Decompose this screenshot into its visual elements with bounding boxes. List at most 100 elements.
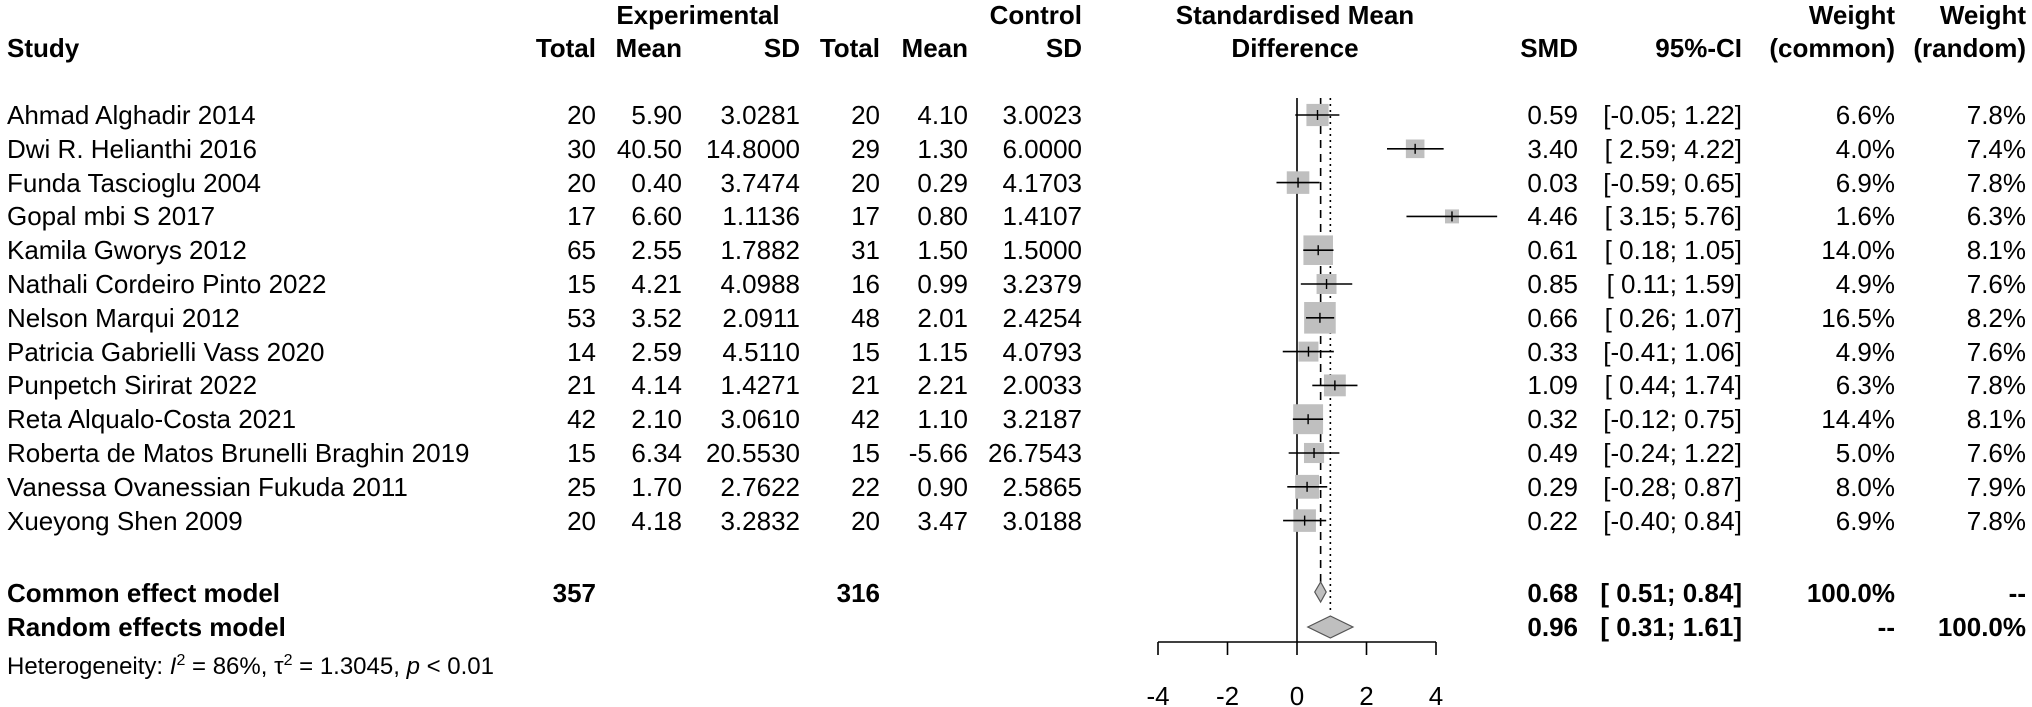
study-10-c-mean: -5.66 <box>908 438 968 468</box>
study-8-ci-text: [ 0.44; 1.74] <box>1604 370 1742 401</box>
study-6-c-sd: 2.4254 <box>1002 302 1082 333</box>
study-4-e-total: 65 <box>567 235 596 266</box>
study-0-c-mean: 4.10 <box>917 100 968 130</box>
x-axis-tick-label-0: -4 <box>1146 681 1169 707</box>
study-12-w-random: 7.8% <box>1966 505 2026 536</box>
study-8-e-total: 21 <box>567 370 596 401</box>
header-weight-common: (common) <box>1769 33 1895 63</box>
study-12-smd-text: 0.22 <box>1527 505 1578 536</box>
study-12-study: Xueyong Shen 2009 <box>7 505 243 536</box>
i2-symbol: I <box>169 653 177 680</box>
study-11-e-sd: 2.7622 <box>720 471 800 502</box>
study-7-c-sd: 4.0793 <box>1002 336 1082 367</box>
pooled-1-w-common: -- <box>1877 612 1895 642</box>
header-effect-line2: Difference <box>1231 33 1359 63</box>
study-9-e-total: 42 <box>567 404 596 435</box>
study-6-e-total: 53 <box>567 302 596 333</box>
study-9-study: Reta Alqualo-Costa 2021 <box>7 404 297 435</box>
study-7-study: Patricia Gabrielli Vass 2020 <box>7 336 325 367</box>
study-5-smd-text: 0.85 <box>1527 269 1578 299</box>
study-10-study: Roberta de Matos Brunelli Braghin 2019 <box>7 438 470 468</box>
study-2-smd-text: 0.03 <box>1527 167 1578 198</box>
x-axis-tick-label-2: 0 <box>1290 681 1304 707</box>
study-8-w-common: 6.3% <box>1835 370 1895 401</box>
study-0-ci-text: [-0.05; 1.22] <box>1603 100 1742 130</box>
study-10-e-sd: 20.5530 <box>706 438 800 468</box>
study-0-w-random: 7.8% <box>1966 100 2026 130</box>
study-9-w-common: 14.4% <box>1821 404 1895 435</box>
study-2-w-common: 6.9% <box>1835 167 1895 198</box>
study-9-w-random: 8.1% <box>1966 404 2026 435</box>
pooled-0-w-random: -- <box>2008 578 2026 608</box>
header-study: Study <box>7 33 80 63</box>
study-12-c-total: 20 <box>851 505 880 536</box>
header-c-mean: Mean <box>901 33 968 63</box>
header-weight-random-title: Weight <box>1939 0 2026 30</box>
pooled-0-w-common: 100.0% <box>1806 578 1895 608</box>
pooled-diamond-1 <box>1306 615 1355 639</box>
header-e-sd: SD <box>763 33 800 63</box>
study-1-e-total: 30 <box>567 133 596 164</box>
pooled-0-c-total: 316 <box>836 578 880 608</box>
study-2-c-total: 20 <box>851 167 880 198</box>
x-axis-tick-label-4: 4 <box>1429 681 1443 707</box>
study-5-w-common: 4.9% <box>1835 269 1895 299</box>
i2-exponent: 2 <box>176 652 186 669</box>
study-4-e-sd: 1.7882 <box>720 235 800 266</box>
study-10-c-total: 15 <box>851 438 880 468</box>
study-8-e-mean: 4.14 <box>631 370 682 401</box>
study-4-e-mean: 2.55 <box>631 235 682 266</box>
study-6-c-mean: 2.01 <box>917 302 968 333</box>
study-8-c-sd: 2.0033 <box>1002 370 1082 401</box>
study-9-e-mean: 2.10 <box>631 404 682 435</box>
study-11-e-mean: 1.70 <box>631 471 682 502</box>
study-1-e-mean: 40.50 <box>616 133 682 164</box>
study-8-c-total: 21 <box>851 370 880 401</box>
study-3-c-sd: 1.4107 <box>1002 201 1082 232</box>
study-5-study: Nathali Cordeiro Pinto 2022 <box>7 269 327 299</box>
study-2-c-sd: 4.1703 <box>1002 167 1082 198</box>
study-9-c-sd: 3.2187 <box>1002 404 1082 435</box>
study-0-smd-text: 0.59 <box>1527 100 1578 130</box>
study-8-w-random: 7.8% <box>1966 370 2026 401</box>
study-8-study: Punpetch Sirirat 2022 <box>7 370 258 401</box>
study-5-c-total: 16 <box>851 269 880 299</box>
study-11-w-common: 8.0% <box>1835 471 1895 502</box>
study-12-e-mean: 4.18 <box>631 505 682 536</box>
study-0-e-mean: 5.90 <box>631 100 682 130</box>
pooled-diamond-0 <box>1314 580 1327 604</box>
header-experimental: Experimental <box>616 0 780 30</box>
study-1-c-sd: 6.0000 <box>1002 133 1082 164</box>
study-6-c-total: 48 <box>851 302 880 333</box>
study-0-c-total: 20 <box>851 100 880 130</box>
study-5-w-random: 7.6% <box>1966 269 2026 299</box>
study-8-e-sd: 1.4271 <box>720 370 800 401</box>
pooled-1-study: Random effects model <box>7 612 286 642</box>
p-value: < 0.01 <box>419 653 494 680</box>
pooled-1-ci-text: [ 0.31; 1.61] <box>1600 612 1742 642</box>
study-3-e-sd: 1.1136 <box>722 201 800 232</box>
study-10-e-mean: 6.34 <box>631 438 682 468</box>
tau-exponent: 2 <box>283 652 293 669</box>
study-1-w-common: 4.0% <box>1835 133 1895 164</box>
study-7-smd-text: 0.33 <box>1527 336 1578 367</box>
study-11-e-total: 25 <box>567 471 596 502</box>
header-weight-common-title: Weight <box>1808 0 1895 30</box>
heterogeneity-text: Heterogeneity: I2 = 86%, τ2 = 1.3045, p … <box>7 646 494 682</box>
study-5-e-sd: 4.0988 <box>720 269 800 299</box>
study-10-c-sd: 26.7543 <box>988 438 1082 468</box>
study-6-w-common: 16.5% <box>1821 302 1895 333</box>
study-5-ci-text: [ 0.11; 1.59] <box>1606 269 1742 299</box>
study-2-ci-text: [-0.59; 0.65] <box>1603 167 1742 198</box>
study-1-c-total: 29 <box>851 133 880 164</box>
header-weight-random: (random) <box>1913 33 2026 63</box>
header-smd: SMD <box>1520 33 1578 63</box>
study-4-c-total: 31 <box>851 235 880 266</box>
study-4-c-sd: 1.5000 <box>1002 235 1082 266</box>
study-2-e-mean: 0.40 <box>631 167 682 198</box>
study-12-c-sd: 3.0188 <box>1002 505 1082 536</box>
study-11-study: Vanessa Ovanessian Fukuda 2011 <box>7 471 408 502</box>
study-1-c-mean: 1.30 <box>917 133 968 164</box>
